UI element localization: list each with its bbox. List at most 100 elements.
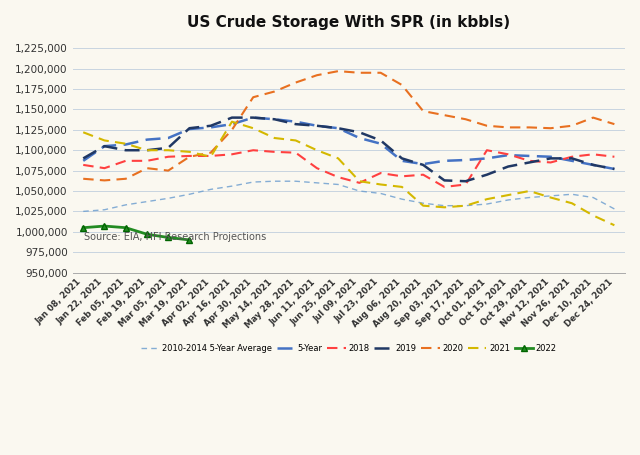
2022 xyxy=(79,225,87,230)
2018 xyxy=(79,162,87,167)
2020 xyxy=(611,121,618,127)
2021 xyxy=(292,138,300,143)
2018 xyxy=(207,153,214,159)
2021 xyxy=(186,149,193,155)
2019 xyxy=(589,162,597,167)
2019 xyxy=(143,147,151,153)
5-Year xyxy=(122,142,129,147)
2019 xyxy=(419,162,427,167)
5-Year xyxy=(419,162,427,167)
2018 xyxy=(525,158,533,163)
2020 xyxy=(100,177,108,183)
5-Year xyxy=(377,141,385,147)
5-Year xyxy=(504,152,512,158)
2018 xyxy=(462,182,470,187)
Title: US Crude Storage With SPR (in kbbls): US Crude Storage With SPR (in kbbls) xyxy=(188,15,510,30)
2021 xyxy=(100,138,108,143)
2019 xyxy=(79,156,87,161)
2019 xyxy=(100,143,108,149)
5-Year xyxy=(334,126,342,131)
5-Year xyxy=(462,157,470,163)
2021 xyxy=(525,188,533,194)
2020 xyxy=(568,123,576,128)
2018 xyxy=(504,152,512,157)
2021 xyxy=(568,201,576,206)
2018 xyxy=(547,160,554,165)
2018 xyxy=(356,180,364,186)
2010-2014 5-Year Average xyxy=(440,203,448,208)
5-Year xyxy=(164,135,172,141)
2022 xyxy=(122,225,129,230)
Line: 2020: 2020 xyxy=(83,71,614,180)
2019 xyxy=(292,121,300,127)
2020 xyxy=(377,70,385,76)
5-Year xyxy=(271,116,278,122)
2022 xyxy=(100,223,108,229)
2021 xyxy=(207,154,214,160)
5-Year xyxy=(250,115,257,120)
2010-2014 5-Year Average xyxy=(589,195,597,200)
2020 xyxy=(462,116,470,122)
2022 xyxy=(186,237,193,243)
2019 xyxy=(313,123,321,128)
5-Year xyxy=(611,166,618,172)
2021 xyxy=(271,135,278,141)
2020 xyxy=(164,168,172,173)
2019 xyxy=(228,115,236,120)
5-Year xyxy=(440,158,448,163)
5-Year xyxy=(143,137,151,142)
5-Year xyxy=(356,135,364,141)
2010-2014 5-Year Average xyxy=(143,199,151,204)
2019 xyxy=(334,126,342,131)
2019 xyxy=(547,156,554,161)
2020 xyxy=(440,112,448,118)
2010-2014 5-Year Average xyxy=(525,195,533,200)
2018 xyxy=(334,174,342,180)
2018 xyxy=(419,172,427,177)
2010-2014 5-Year Average xyxy=(186,192,193,197)
2021 xyxy=(611,222,618,228)
2018 xyxy=(398,174,406,179)
5-Year xyxy=(292,119,300,124)
2021 xyxy=(547,195,554,200)
5-Year xyxy=(398,158,406,163)
2019 xyxy=(462,178,470,184)
2021 xyxy=(398,184,406,190)
2021 xyxy=(143,147,151,153)
2010-2014 5-Year Average xyxy=(79,209,87,214)
2020 xyxy=(589,115,597,120)
5-Year xyxy=(207,125,214,130)
2021 xyxy=(440,205,448,210)
2010-2014 5-Year Average xyxy=(611,206,618,212)
2010-2014 5-Year Average xyxy=(292,178,300,184)
2019 xyxy=(250,115,257,120)
2010-2014 5-Year Average xyxy=(377,191,385,196)
2018 xyxy=(313,166,321,171)
2019 xyxy=(568,156,576,161)
2019 xyxy=(440,177,448,183)
2020 xyxy=(79,176,87,182)
2019 xyxy=(186,126,193,131)
2021 xyxy=(164,147,172,153)
2018 xyxy=(483,147,491,153)
2021 xyxy=(313,147,321,153)
5-Year xyxy=(313,123,321,128)
5-Year xyxy=(568,158,576,163)
2010-2014 5-Year Average xyxy=(334,182,342,187)
2019 xyxy=(164,145,172,151)
2018 xyxy=(440,184,448,190)
2020 xyxy=(292,80,300,85)
2021 xyxy=(122,141,129,147)
2020 xyxy=(207,150,214,156)
Legend: 2010-2014 5-Year Average, 5-Year, 2018, 2019, 2020, 2021, 2022: 2010-2014 5-Year Average, 5-Year, 2018, … xyxy=(141,344,557,353)
2010-2014 5-Year Average xyxy=(164,196,172,201)
2019 xyxy=(483,172,491,177)
2019 xyxy=(356,130,364,135)
2018 xyxy=(589,152,597,157)
2010-2014 5-Year Average xyxy=(547,193,554,199)
2019 xyxy=(271,116,278,122)
2021 xyxy=(462,203,470,208)
2010-2014 5-Year Average xyxy=(462,203,470,208)
2020 xyxy=(398,82,406,88)
2010-2014 5-Year Average xyxy=(122,202,129,207)
